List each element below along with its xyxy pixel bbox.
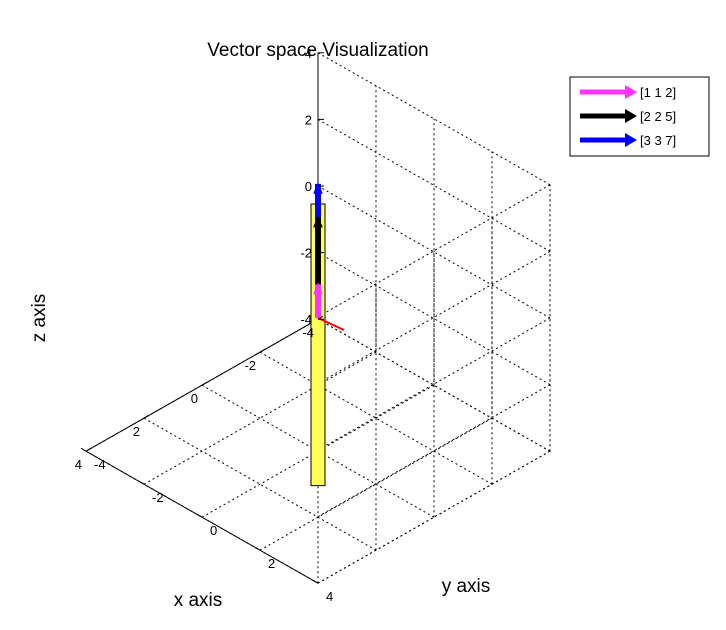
tick-mark bbox=[317, 315, 324, 320]
tick-mark bbox=[196, 513, 203, 518]
vector-arrowhead-2-2-5 bbox=[313, 215, 323, 228]
vector-arrowhead-3-3-7 bbox=[313, 181, 323, 194]
x-tick-label: 4 bbox=[75, 457, 82, 472]
y-tick-label: -4 bbox=[94, 457, 106, 472]
y-axis-label: y axis bbox=[442, 576, 491, 597]
tick-mark bbox=[201, 381, 208, 386]
x-tick-label: 2 bbox=[133, 424, 140, 439]
tick-mark bbox=[138, 480, 145, 485]
x-axis-label: x axis bbox=[174, 590, 223, 611]
tick-mark bbox=[312, 579, 319, 584]
y-tick-label: 2 bbox=[268, 556, 275, 571]
vectors bbox=[313, 181, 323, 318]
z-axis-label: z axis bbox=[29, 294, 50, 343]
tick-labels: -4 -2 0 2 4 -4 -2 0 2 4 -4 -2 0 2 4 bbox=[75, 46, 333, 604]
z-tick-label: -4 bbox=[300, 312, 312, 327]
legend-arrowhead bbox=[625, 133, 637, 147]
y-tick-label: -2 bbox=[152, 490, 164, 505]
legend-label: [1 1 2] bbox=[640, 85, 676, 100]
x-tick-label: 0 bbox=[191, 391, 198, 406]
tick-mark bbox=[259, 348, 266, 353]
chart-title: Vector space Visualization bbox=[207, 40, 428, 61]
y-tick-label: 0 bbox=[210, 523, 217, 538]
origin-x-axis bbox=[317, 317, 345, 331]
z-tick-label: -2 bbox=[300, 246, 312, 261]
x-tick-label: -2 bbox=[244, 358, 256, 373]
y-tick-label: 4 bbox=[326, 589, 333, 604]
tick-mark bbox=[143, 414, 150, 419]
z-tick-label: 0 bbox=[305, 179, 312, 194]
legend-label: [2 2 5] bbox=[640, 109, 676, 124]
z-tick-label: 4 bbox=[305, 46, 312, 61]
legend: [1 1 2] [2 2 5] [3 3 7] bbox=[569, 76, 710, 157]
legend-arrowhead bbox=[625, 109, 637, 123]
vector-arrowhead-1-1-2 bbox=[313, 282, 323, 295]
x-tick-label: -4 bbox=[302, 325, 314, 340]
legend-label: [3 3 7] bbox=[640, 133, 676, 148]
tick-mark bbox=[80, 447, 87, 452]
tick-mark bbox=[85, 447, 92, 452]
tick-mark bbox=[254, 546, 261, 551]
legend-arrowhead bbox=[625, 85, 637, 99]
z-tick-label: 2 bbox=[305, 112, 312, 127]
